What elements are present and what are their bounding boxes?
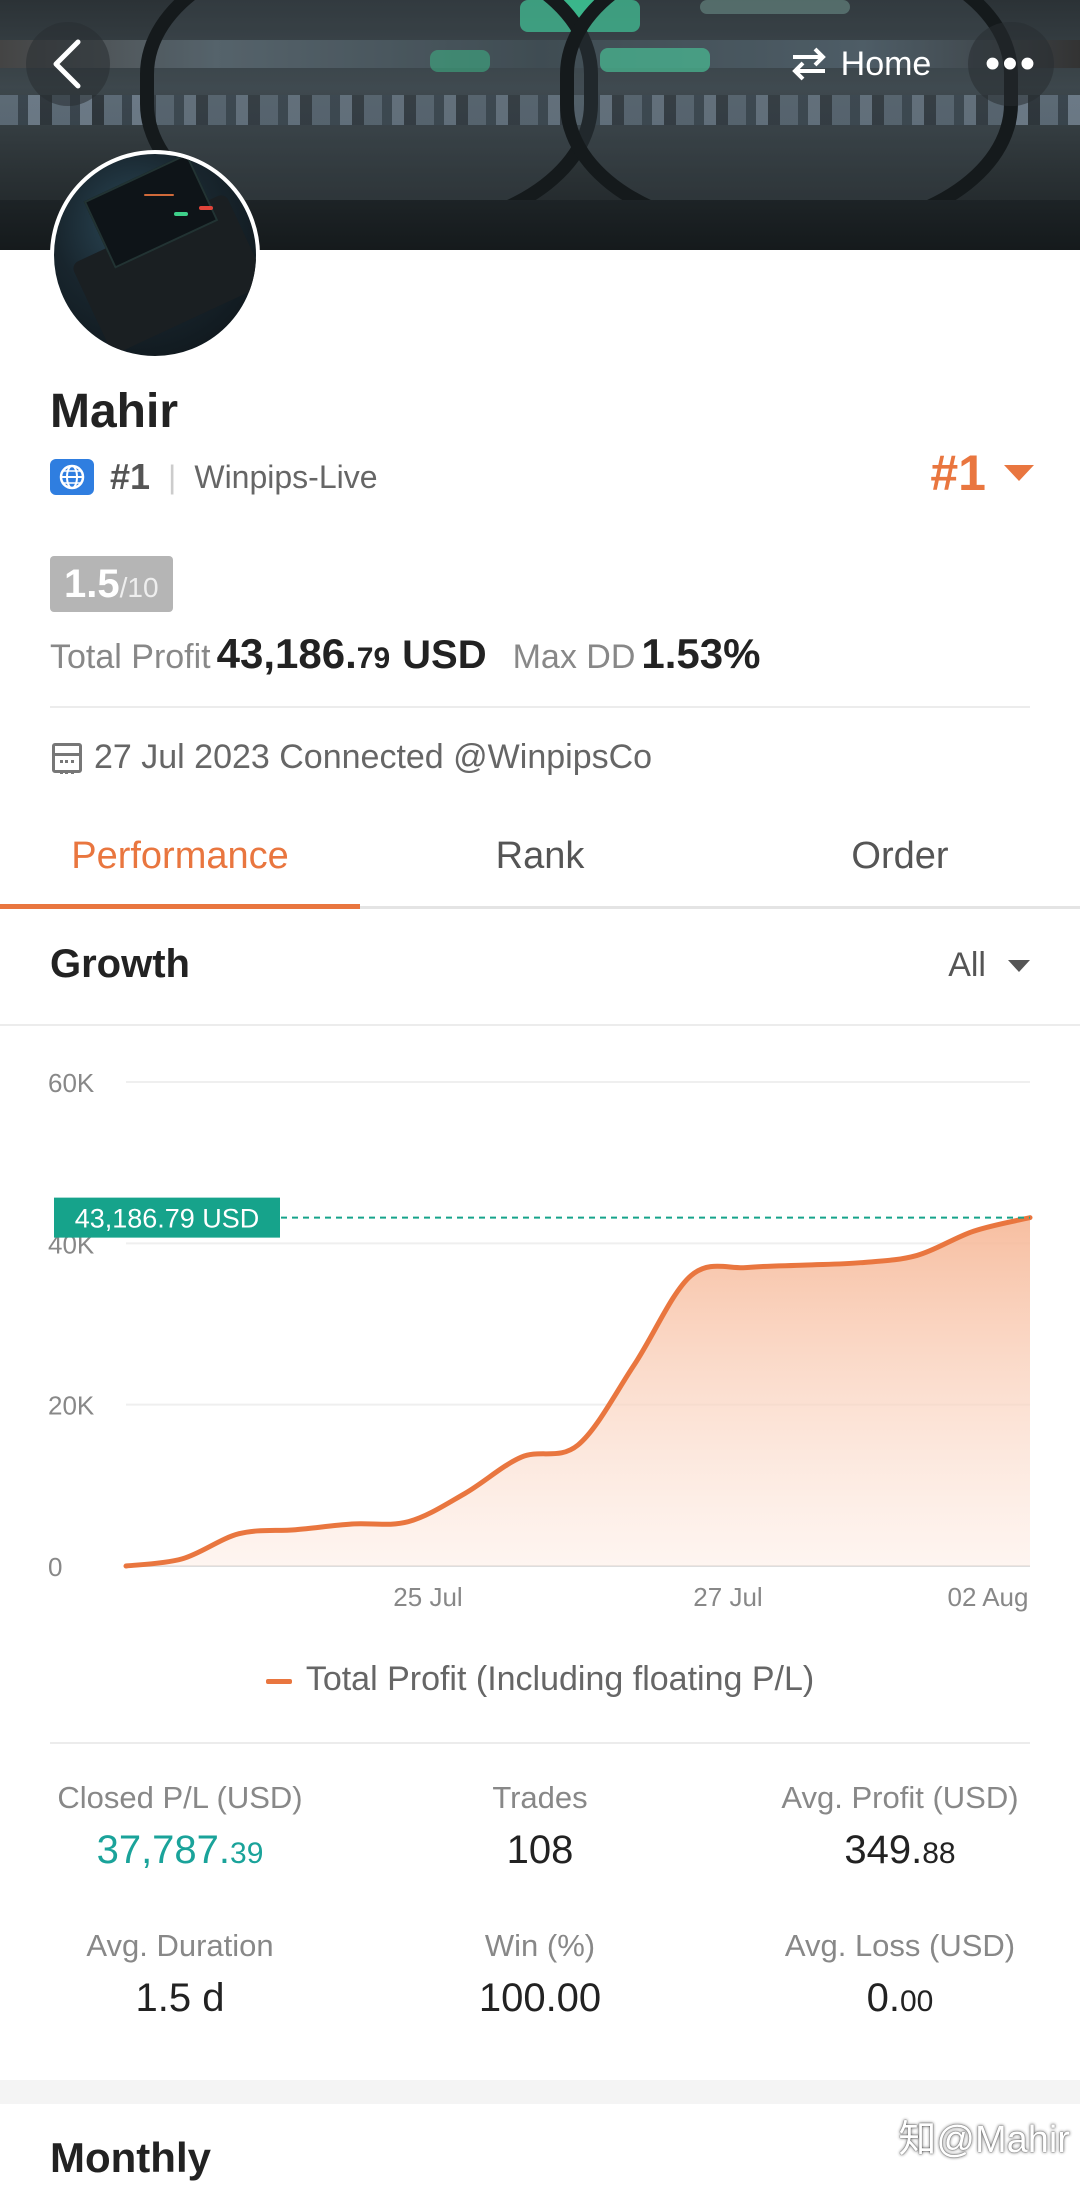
y-tick-label: 20K [48,1391,95,1421]
x-tick-label: 25 Jul [393,1582,462,1612]
tab-rank[interactable]: Rank [495,835,585,877]
avatar-detail [199,206,213,210]
stat-value: 108 [360,1828,720,1873]
stat-value-dec: 88 [922,1837,956,1870]
caret-down-icon [1004,465,1034,481]
watermark: 知@Mahir [898,2119,1070,2161]
stat-avg-loss: Avg. Loss (USD) 0.00 [720,1928,1080,2021]
section-gap [0,2080,1080,2104]
calendar-icon [52,742,82,774]
legend-swatch [265,1678,292,1684]
trader-meta: #1 | Winpips-Live [50,456,378,498]
stat-label: Avg. Loss (USD) [784,1928,1016,1963]
y-tick-label: 0 [48,1552,62,1582]
avatar[interactable] [50,150,260,360]
stat-value: 0.00 [720,1976,1080,2021]
score-value: 1.5 [64,562,120,606]
chevron-left-icon [53,39,81,89]
stat-value-int: 0. [866,1976,900,2020]
section-divider [0,1024,1080,1026]
stat-closed-pl: Closed P/L (USD) 37,787.39 [0,1780,360,1873]
stat-label: Avg. Profit (USD) [781,1780,1019,1815]
period-select[interactable]: All [948,946,1030,985]
x-tick-label: 02 Aug [948,1582,1029,1612]
more-dots-icon: ••• [984,39,1038,88]
total-profit-currency: USD [402,633,487,677]
avatar-detail [174,212,188,216]
stat-value-dec: 39 [230,1837,264,1870]
globe-icon-graphic [59,464,85,490]
score-denominator: /10 [119,572,159,603]
total-profit-value: 43,186.79 [217,630,391,678]
stat-label: Avg. Duration [86,1928,274,1963]
period-select-value: All [948,946,986,984]
stat-avg-profit: Avg. Profit (USD) 349.88 [720,1780,1080,1873]
stat-value-int: 100.00 [478,1976,602,2020]
back-button[interactable] [26,22,110,106]
y-tick-label: 60K [48,1068,95,1098]
connected-info: 27 Jul 2023 Connected @WinpipsCo [52,738,652,777]
max-dd-label: Max DD [512,638,636,676]
tab-performance[interactable]: Performance [0,820,360,909]
stat-win-rate: Win (%) 100.00 [360,1928,720,2021]
stat-label: Closed P/L (USD) [57,1780,303,1815]
growth-area [126,1217,1030,1566]
stat-value: 1.5 d [0,1976,360,2021]
globe-icon [50,459,94,495]
more-button[interactable]: ••• [968,22,1054,106]
monthly-title: Monthly [50,2134,211,2181]
chart-legend: Total Profit (Including floating P/L) [0,1660,1080,1699]
stat-value-int: 349. [844,1828,923,1872]
stat-value: 100.00 [360,1976,720,2021]
current-value-badge [54,1197,280,1238]
current-value-label: 43,186.79 USD [75,1204,260,1234]
max-dd-value: 1.53% [641,630,761,677]
stat-label: Trades [492,1780,588,1815]
growth-line [123,1215,1033,1569]
server-name: Winpips-Live [194,458,378,495]
stat-avg-duration: Avg. Duration 1.5 d [0,1928,360,2021]
stat-trades: Trades 108 [360,1780,720,1873]
rank-dropdown[interactable]: #1 [930,444,1034,502]
divider [50,1742,1030,1744]
stat-value-dec: 00 [899,1985,934,2018]
growth-title: Growth [50,942,190,986]
connected-text: 27 Jul 2023 Connected @WinpipsCo [94,738,653,776]
tab-order[interactable]: Order [851,835,949,877]
avatar-detail [144,194,174,196]
total-profit-dec: 79 [356,642,391,675]
swap-arrows-icon [791,47,826,81]
meta-separator: | [168,458,177,495]
caret-down-icon [1008,959,1030,972]
stat-value-int: 1.5 d [135,1976,225,2020]
trader-name: Mahir [50,385,179,438]
region-rank: #1 [110,456,151,497]
stat-value-int: 108 [506,1828,574,1872]
score-badge: 1.5 /10 [50,556,173,612]
home-button[interactable]: Home [760,22,960,106]
divider [50,706,1030,708]
stat-value: 37,787.39 [0,1828,360,1873]
stat-value: 349.88 [720,1828,1080,1873]
stat-value-int: 37,787. [96,1828,231,1872]
profit-summary: Total Profit 43,186.79 USD Max DD 1.53% [50,630,760,678]
legend-label: Total Profit (Including floating P/L) [305,1660,815,1698]
total-profit-int: 43,186. [216,630,357,677]
stat-label: Win (%) [484,1928,596,1963]
total-profit-label: Total Profit [50,638,211,676]
rank-value: #1 [930,445,986,501]
x-tick-label: 27 Jul [693,1582,762,1612]
home-label: Home [840,44,932,83]
tab-bar: Performance Rank Order [0,820,1080,909]
